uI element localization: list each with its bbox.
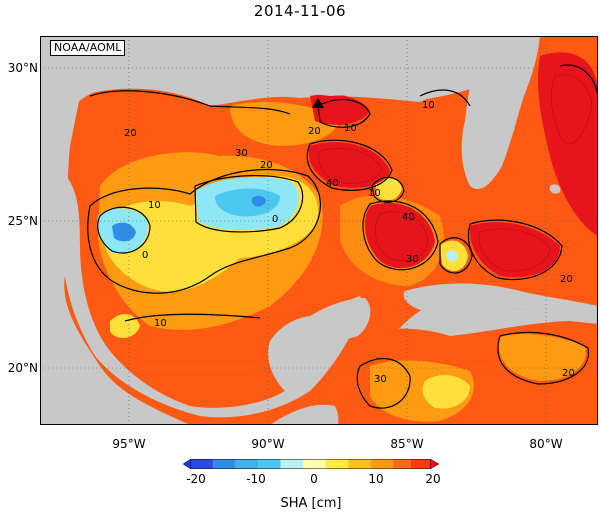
contour-label: 10: [422, 100, 435, 111]
colorbar-swatch: [213, 459, 236, 469]
contour-label: 20: [562, 368, 575, 379]
colorbar-high-arrow: [429, 459, 439, 469]
contour-label: 20: [560, 274, 573, 285]
contour-label: 30: [406, 254, 419, 265]
lon-label-95w: 95°W: [112, 437, 146, 451]
sha-field-blue-west: [112, 222, 136, 242]
florida-land: [461, 36, 540, 190]
sha-field-blue-center-core: [252, 195, 266, 207]
colorbar-tick: -20: [186, 472, 206, 486]
contour-label: 10: [344, 123, 357, 134]
contour-label: 0: [272, 214, 278, 225]
central-america-land: [270, 404, 339, 425]
map-border: [40, 36, 598, 425]
map-title: 2014-11-06: [253, 2, 347, 20]
lon-label-90w: 90°W: [251, 437, 285, 451]
map-canvas: 10 0 0 10 20 30 20 20 10 10 40 10 40 30 …: [40, 36, 598, 425]
colorbar-swatch: [348, 459, 371, 469]
colorbar-swatch: [190, 459, 214, 469]
colorbar-border: [190, 459, 431, 469]
colorbar-swatch: [280, 459, 304, 469]
contour-label: 10: [154, 318, 167, 329]
yucatan-land: [305, 298, 371, 356]
mexico-land: [40, 121, 362, 418]
colorbar-tick: 0: [310, 472, 318, 486]
sha-field-orange-north: [230, 101, 340, 146]
contour-label: 20: [260, 160, 273, 171]
contour-lines-thin: [318, 74, 593, 272]
colorbar-label: SHA [cm]: [280, 496, 342, 511]
sha-field-orange-caribbean-east: [499, 334, 586, 381]
bahamas-land: [549, 184, 561, 194]
contour-label: 30: [235, 148, 248, 159]
colorbar-swatch: [393, 459, 411, 469]
lat-label-25n: 25°N: [7, 214, 38, 228]
contour-lines: [87, 64, 598, 409]
contour-label: 40: [326, 178, 339, 189]
sha-map: 10 0 0 10 20 30 20 20 10 10 40 10 40 30 …: [40, 36, 598, 425]
contour-label-group: 10 0 0 10 20 30 20 20 10 10 40 10 40 30 …: [124, 100, 575, 385]
colorbar-tick: -10: [246, 472, 266, 486]
lon-label-85w: 85°W: [390, 437, 424, 451]
contour-label: 30: [374, 374, 387, 385]
us-gulf-coast-land: [40, 36, 598, 126]
sha-field-red-east: [469, 222, 560, 278]
colorbar-swatch: [410, 459, 431, 469]
sha-field-yellow-south: [110, 314, 140, 338]
contour-label: 10: [148, 200, 161, 211]
contour-label: 0: [142, 250, 148, 261]
contour-label: 20: [124, 128, 137, 139]
colorbar-low-arrow: [183, 459, 192, 469]
contour-label: 20: [308, 126, 321, 137]
colorbar: [183, 459, 439, 469]
sha-field-yellow-caribbean: [422, 374, 470, 409]
sha-field-cyan-cuba: [446, 250, 458, 262]
colorbar-swatch: [370, 459, 394, 469]
colorbar-swatch: [258, 459, 281, 469]
sha-field-blue-center: [215, 188, 280, 217]
contour-label: 10: [368, 188, 381, 199]
colorbar-swatch: [303, 459, 326, 469]
credit-label: NOAA/AOML: [50, 40, 126, 56]
sha-field-red-center: [308, 142, 390, 188]
contour-label: 40: [402, 212, 415, 223]
lat-label-30n: 30°N: [7, 61, 38, 75]
lon-label-80w: 80°W: [529, 437, 563, 451]
cuba-land: [403, 283, 598, 318]
colorbar-tick: 20: [425, 472, 441, 486]
colorbar-swatch: [325, 459, 349, 469]
lat-label-20n: 20°N: [7, 361, 38, 375]
graticule: [40, 36, 598, 425]
station-marker-icon: [312, 98, 324, 108]
colorbar-tick: 10: [368, 472, 384, 486]
colorbar-swatch: [235, 459, 259, 469]
